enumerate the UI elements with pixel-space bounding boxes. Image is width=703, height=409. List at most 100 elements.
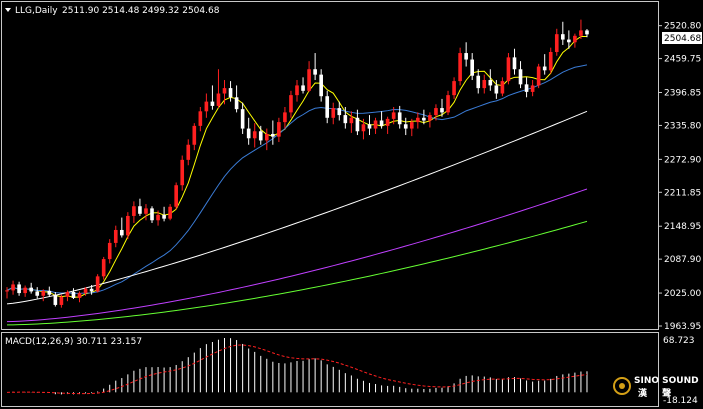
- candle: [573, 33, 577, 48]
- candle-body: [349, 117, 354, 124]
- candle-body: [488, 80, 493, 86]
- candle-body: [554, 34, 559, 52]
- candle-body: [373, 120, 378, 129]
- candle: [29, 282, 33, 294]
- candle-body: [446, 95, 450, 113]
- candle: [506, 53, 511, 85]
- candle: [542, 54, 547, 75]
- candle: [65, 290, 70, 302]
- candle: [464, 42, 468, 67]
- candle-body: [458, 53, 462, 82]
- candle: [283, 106, 287, 129]
- candle-body: [53, 294, 58, 305]
- price-panel-frame: [1, 1, 659, 330]
- collapse-triangle-icon[interactable]: [5, 8, 11, 12]
- candle: [23, 285, 27, 297]
- candle: [319, 69, 323, 102]
- candle: [325, 90, 330, 124]
- candle: [434, 104, 438, 121]
- candle: [331, 102, 336, 125]
- candle: [174, 182, 178, 210]
- candle: [119, 217, 124, 238]
- candle: [385, 116, 390, 134]
- price-axis-label: 2396.85: [664, 89, 701, 99]
- candle-body: [391, 112, 396, 119]
- candle-body: [89, 288, 94, 292]
- candle: [367, 115, 372, 136]
- candle: [416, 112, 420, 129]
- candle-body: [47, 290, 52, 295]
- candle-body: [246, 128, 251, 139]
- candle: [240, 102, 245, 134]
- candle-body: [440, 108, 444, 113]
- candle-body: [83, 288, 88, 294]
- candle: [307, 61, 311, 92]
- price-axis-label: 2087.90: [664, 255, 701, 265]
- candle-body: [409, 122, 414, 129]
- candle: [458, 47, 462, 86]
- price-axis: 2520.80 2459.75 2396.85 2335.80 2272.90 2211.…: [658, 22, 701, 332]
- candle-body: [452, 81, 456, 96]
- candle: [59, 294, 64, 308]
- candle-body: [41, 290, 46, 296]
- candle-body: [59, 296, 64, 305]
- macd-panel-frame: [1, 332, 659, 407]
- candle: [476, 69, 481, 94]
- candle: [53, 291, 58, 307]
- current-price-value: 2504.68: [664, 34, 701, 44]
- candle: [162, 206, 166, 222]
- price-axis-label: 2459.75: [664, 55, 701, 65]
- candle: [71, 288, 76, 300]
- candle-body: [119, 229, 124, 236]
- candle-body: [228, 88, 233, 98]
- candle-body: [252, 131, 257, 139]
- logo-text-cn: 漢 聲: [638, 387, 677, 399]
- price-axis-label: 2272.90: [664, 155, 701, 165]
- price-axis-label: 2211.85: [664, 188, 701, 198]
- candle-body: [331, 108, 336, 118]
- logo-text-en: SINO SOUND: [634, 376, 699, 386]
- price-axis-label: 2520.80: [664, 22, 701, 32]
- candle-body: [355, 117, 360, 132]
- ma-long-line: [7, 188, 588, 323]
- candle: [77, 291, 82, 303]
- candle: [403, 117, 408, 136]
- candle-body: [542, 66, 547, 71]
- price-axis-label: 2025.00: [664, 289, 701, 299]
- candle-body: [579, 30, 583, 36]
- candle: [271, 120, 275, 145]
- candle: [277, 117, 281, 143]
- candle-body: [530, 85, 535, 92]
- candle-body: [101, 259, 106, 277]
- candle: [561, 21, 565, 45]
- candle-body: [367, 124, 372, 129]
- logo-mark-icon: [613, 377, 631, 395]
- candle: [428, 112, 432, 128]
- candle-body: [343, 115, 348, 124]
- price-axis-label: 2148.95: [664, 222, 701, 232]
- candle-body: [204, 101, 209, 112]
- candle-body: [548, 51, 553, 71]
- candle-body: [65, 291, 70, 297]
- candle: [343, 106, 348, 129]
- candle-body: [536, 66, 541, 86]
- candle-body: [470, 59, 475, 76]
- candle: [536, 63, 541, 89]
- candle: [132, 201, 136, 223]
- candle: [470, 53, 475, 81]
- candle-body: [482, 80, 487, 89]
- candle-body: [5, 290, 9, 292]
- candle-body: [113, 229, 118, 243]
- current-price-tag: [662, 32, 702, 44]
- candle-body: [337, 108, 342, 116]
- candle-body: [192, 125, 197, 145]
- candle-body: [512, 57, 517, 70]
- candle-body: [416, 117, 420, 123]
- candle-body: [168, 206, 172, 219]
- candle: [349, 111, 354, 133]
- candle: [452, 77, 456, 99]
- price-axis-label: 2335.80: [664, 121, 701, 131]
- sinosound-logo: SINO SOUND 漢 聲: [613, 376, 699, 399]
- candle-body: [567, 39, 571, 43]
